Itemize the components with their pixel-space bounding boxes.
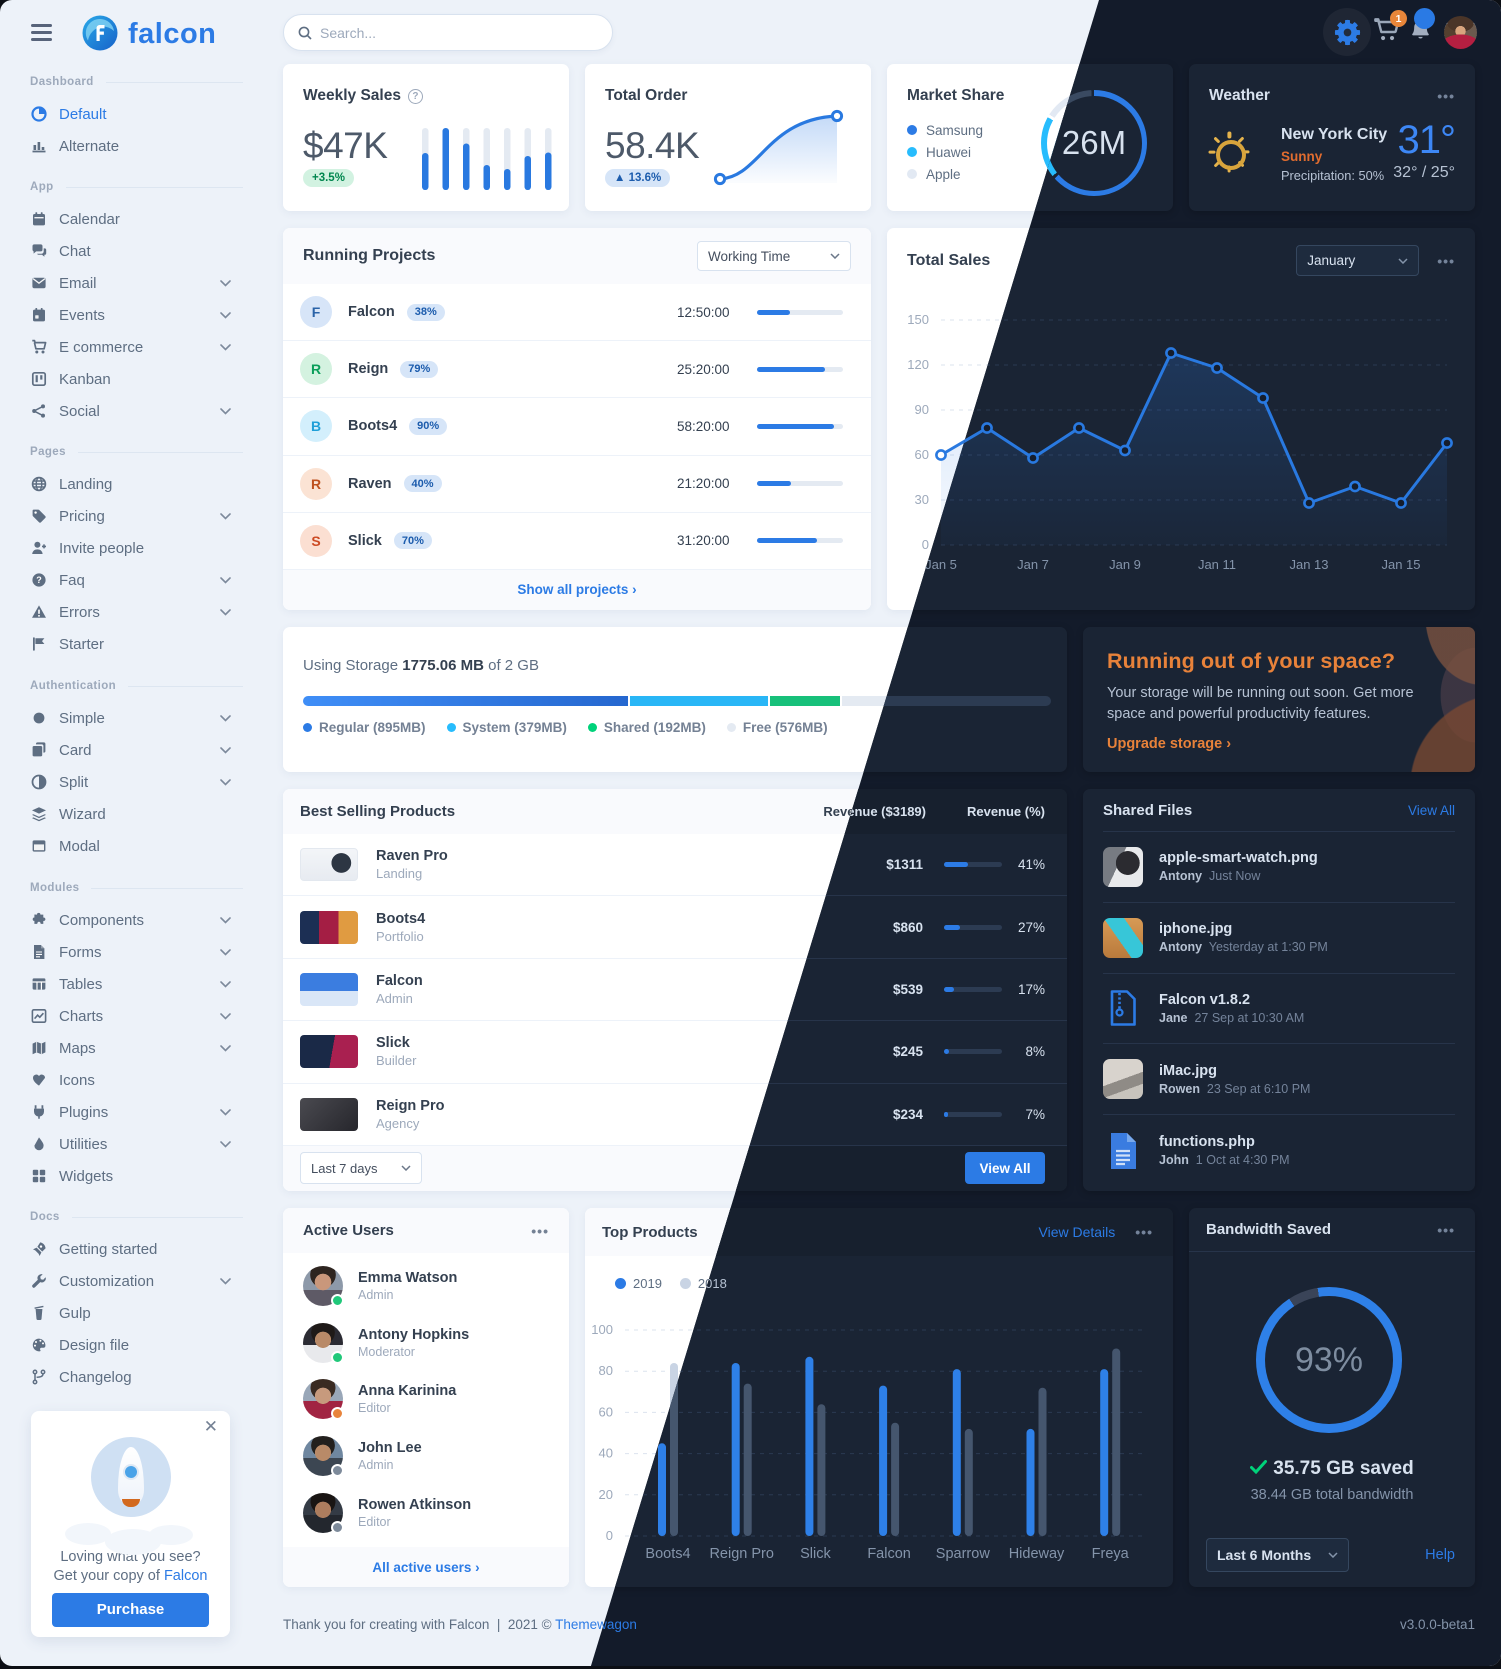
svg-text:?: ? [36, 575, 42, 585]
svg-text:90: 90 [915, 402, 929, 417]
svg-text:Sparrow: Sparrow [936, 1546, 991, 1562]
svg-text:0: 0 [606, 1528, 613, 1543]
svg-text:Jan 5: Jan 5 [925, 557, 957, 572]
svg-text:Jan 13: Jan 13 [1289, 557, 1328, 572]
svg-text:60: 60 [599, 1404, 613, 1419]
svg-text:80: 80 [599, 1363, 613, 1378]
svg-text:Jan 11: Jan 11 [1198, 557, 1236, 572]
svg-text:Reign Pro: Reign Pro [709, 1546, 773, 1562]
svg-text:Slick: Slick [800, 1546, 831, 1562]
svg-text:30: 30 [915, 492, 929, 507]
svg-text:Jan 15: Jan 15 [1381, 557, 1420, 572]
svg-text:0: 0 [922, 537, 929, 552]
svg-text:100: 100 [591, 1322, 613, 1337]
svg-text:150: 150 [907, 312, 929, 327]
svg-text:40: 40 [599, 1446, 613, 1461]
svg-text:60: 60 [915, 447, 929, 462]
svg-text:Falcon: Falcon [867, 1546, 911, 1562]
svg-text:Hideway: Hideway [1009, 1546, 1065, 1562]
svg-text:Boots4: Boots4 [645, 1546, 690, 1562]
svg-text:20: 20 [599, 1487, 613, 1502]
svg-text:Jan 9: Jan 9 [1109, 557, 1141, 572]
svg-text:120: 120 [907, 357, 929, 372]
svg-text:Jan 7: Jan 7 [1017, 557, 1049, 572]
svg-text:Freya: Freya [1092, 1546, 1130, 1562]
